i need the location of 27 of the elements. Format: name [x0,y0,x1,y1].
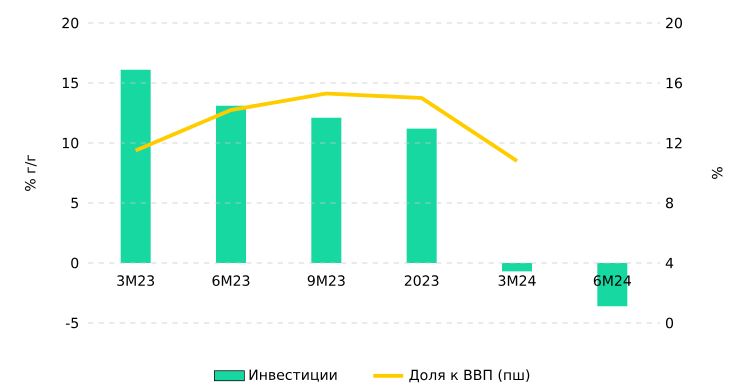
bar [311,118,342,263]
y-tick-label: 5 [71,198,78,208]
y-tick-label: 20 [62,18,78,28]
legend-label: Доля к ВВП (пш) [409,369,530,382]
y2-tick-label: 20 [666,18,682,28]
y2-tick-label: 4 [666,258,674,268]
x-tick-label: 6M23 [212,275,250,286]
y2-tick-label: 12 [666,138,682,148]
y-tick-label: -5 [66,318,78,328]
y2-tick-label: 16 [666,78,682,88]
bar [406,128,437,263]
bar [216,106,246,263]
y-tick-label: 0 [71,258,78,268]
line-series [134,92,519,163]
y-tick-label: 10 [62,138,78,148]
legend-label: Инвестиции [250,370,336,382]
bar [120,70,151,263]
x-tick-label: 3M24 [498,275,536,286]
y2-axis-title: % [712,167,723,179]
x-tick-label: 3M23 [117,275,154,286]
bar [502,263,532,272]
x-tick-label: 9M23 [308,275,345,286]
y2-tick-label: 0 [666,318,674,328]
y-axis-title: % г/г [24,155,37,191]
x-tick-label: 2023 [404,275,438,286]
y-tick-label: 15 [62,78,78,88]
y2-tick-label: 8 [666,198,674,208]
